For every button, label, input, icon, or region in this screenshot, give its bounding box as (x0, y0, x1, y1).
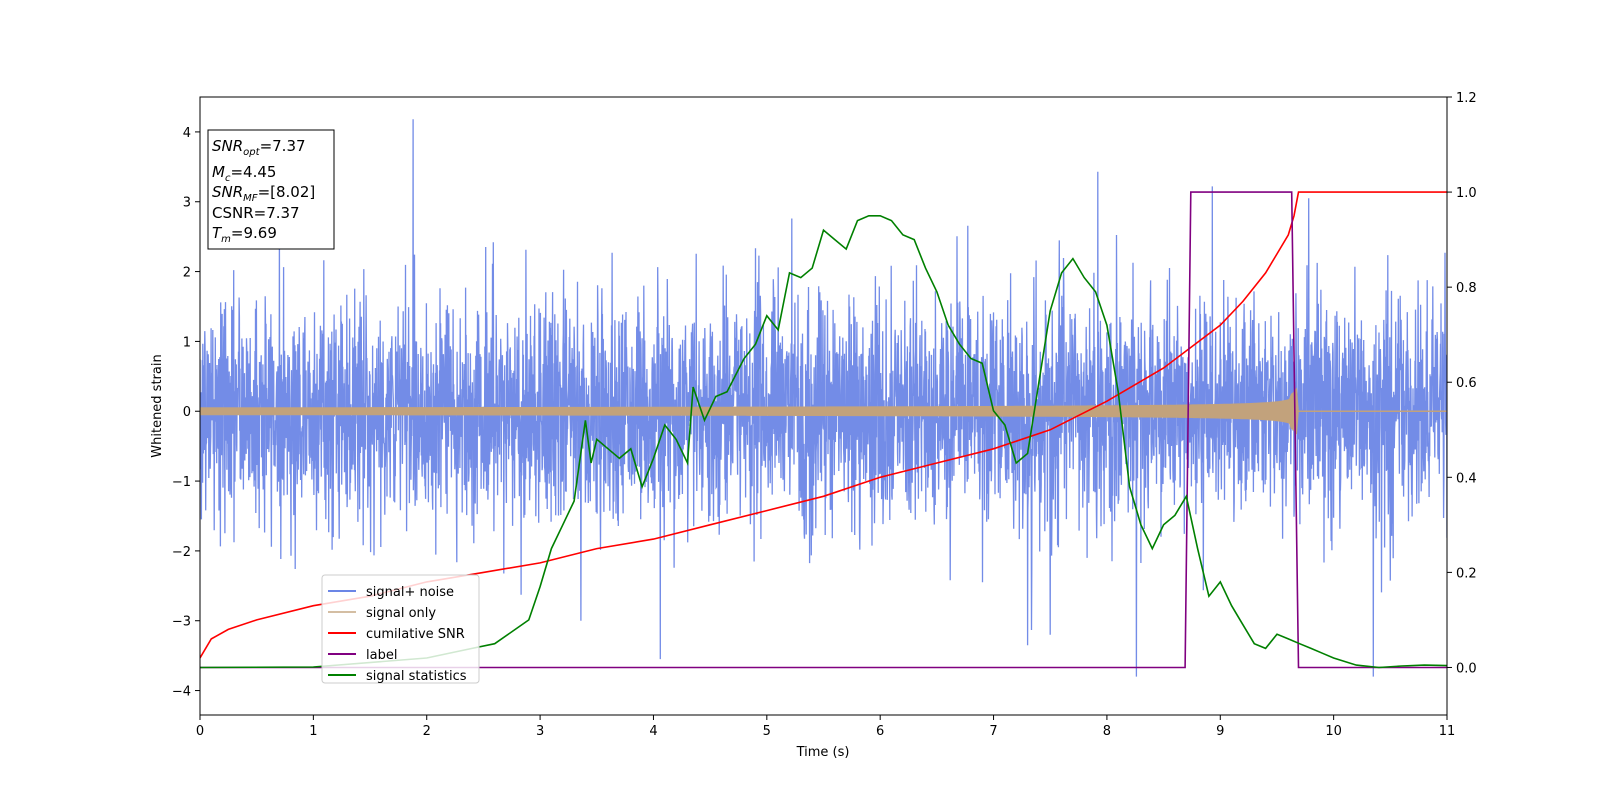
y-left-tick-label: −3 (172, 615, 191, 630)
x-tick-label: 7 (989, 724, 997, 739)
x-tick-label: 2 (423, 724, 431, 739)
x-axis-label: Time (s) (796, 745, 850, 760)
x-tick-label: 0 (196, 724, 204, 739)
y-left-tick-label: 2 (183, 266, 191, 281)
y-right-tick-label: 0.4 (1456, 471, 1477, 486)
annotation-box: SNRopt=7.37 Mc=4.45 SNRMF=[8.02] CSNR=7.… (207, 129, 335, 250)
annotation-mc: Mc=4.45 (212, 163, 276, 184)
x-tick-label: 11 (1439, 724, 1456, 739)
annotation-snr-opt: SNRopt=7.37 (212, 137, 306, 158)
y-left-tick-label: −2 (172, 545, 191, 560)
y-axis-right: 0.0 0.2 0.4 0.6 0.8 1.0 1.2 (1447, 91, 1477, 676)
chirp-envelope (200, 387, 1299, 436)
legend-label: signal only (366, 606, 436, 621)
y-left-tick-label: 1 (183, 335, 191, 350)
legend-label: signal statistics (366, 669, 467, 684)
x-axis: 0 1 2 3 4 5 6 7 8 9 10 11 (196, 715, 1455, 739)
y-right-tick-label: 0.8 (1456, 281, 1477, 296)
y-right-tick-label: 0.2 (1456, 566, 1477, 581)
y-left-tick-label: −4 (172, 685, 191, 700)
signal-only-series (200, 387, 1447, 436)
noise-series (200, 119, 1447, 677)
y-right-tick-label: 0.6 (1456, 376, 1477, 391)
y-right-tick-label: 1.2 (1456, 91, 1477, 106)
series-line-label (200, 191, 1447, 669)
x-tick-label: 8 (1103, 724, 1111, 739)
y-right-tick-label: 0.0 (1456, 661, 1477, 676)
x-tick-label: 4 (649, 724, 657, 739)
y-axis-left: −4 −3 −2 −1 0 1 2 3 4 (172, 126, 200, 700)
y-left-tick-label: 3 (183, 196, 191, 211)
y-right-tick-label: 1.0 (1456, 186, 1477, 201)
x-tick-label: 10 (1325, 724, 1342, 739)
y-left-tick-label: −1 (172, 475, 191, 490)
legend-label: label (366, 648, 397, 663)
annotation-snr-mf: SNRMF=[8.02] (212, 183, 315, 204)
legend-label: cumilative SNR (366, 627, 465, 642)
annotation-csnr: CSNR=7.37 (212, 204, 300, 222)
y-left-tick-label: 0 (183, 405, 191, 420)
x-tick-label: 3 (536, 724, 544, 739)
plot-frame (199, 96, 1448, 716)
legend: signal+ noise signal only cumilative SNR la… (321, 574, 480, 684)
y-left-tick-label: 4 (183, 126, 191, 141)
x-tick-label: 5 (763, 724, 771, 739)
series-line-signal-statistics (200, 215, 1447, 669)
y-axis-label: Whitened strain (150, 354, 165, 457)
x-tick-label: 6 (876, 724, 884, 739)
annotation-tm: Tm=9.69 (212, 224, 277, 245)
x-tick-label: 1 (309, 724, 317, 739)
legend-label: signal+ noise (366, 585, 454, 600)
x-tick-label: 9 (1216, 724, 1224, 739)
noise-line (200, 119, 1447, 677)
